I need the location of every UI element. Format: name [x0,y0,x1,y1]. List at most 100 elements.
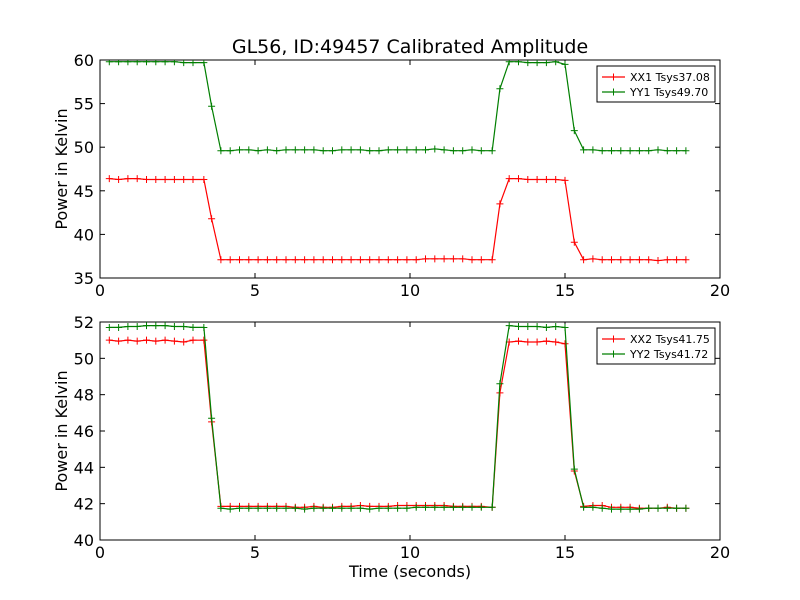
data-point [496,200,504,208]
data-point [663,256,671,264]
data-point [412,503,420,511]
data-point [236,256,243,264]
data-point [422,146,429,154]
data-point [143,336,150,344]
data-point [403,504,411,512]
data-point [533,175,541,183]
y-tick-label: 50 [74,349,94,368]
legend-label: XX1 Tsys37.08 [630,71,710,84]
data-point [105,336,113,344]
y-tick-label: 48 [74,386,94,405]
data-point [115,175,123,183]
data-point [133,175,141,183]
data-point [152,337,160,345]
data-point [468,256,476,264]
data-point [589,503,597,511]
data-point [152,322,160,330]
data-point [598,504,606,512]
data-point [189,175,197,183]
data-point [422,255,429,263]
x-tick-label: 15 [555,281,575,300]
data-point [375,147,383,155]
data-point [626,505,634,513]
data-point [245,504,253,512]
data-point [496,380,504,388]
y-tick-label: 55 [74,95,94,114]
data-point [338,146,346,154]
data-point [180,60,188,67]
data-point [245,146,253,154]
data-point [626,147,634,155]
data-point [505,60,513,66]
series-yy [105,60,690,155]
data-point [291,256,299,264]
data-point [217,147,225,155]
data-point [291,146,299,154]
data-point [496,85,504,93]
data-point [488,256,496,264]
data-point [533,338,541,346]
data-point [180,323,188,331]
data-point [561,323,569,331]
data-point [394,146,402,154]
data-point [598,147,606,155]
data-point [273,147,281,155]
data-point [440,146,448,154]
y-tick-label: 50 [74,138,94,157]
data-point [338,504,346,512]
data-point [301,256,309,264]
data-point [124,336,132,344]
data-point [682,256,690,264]
data-point [189,60,197,67]
data-point [319,147,327,155]
data-point [180,175,188,183]
y-tick-label: 45 [74,182,94,201]
bottom-panel: 0 5 10 15 20 40 42 44 46 48 50 52 Power in Kelvin Tim… [52,313,730,581]
data-point [449,147,457,155]
data-point [375,504,383,512]
legend-marker [610,73,617,81]
data-point [124,175,132,183]
data-point [200,60,208,67]
data-point [115,337,123,345]
data-point [152,175,160,183]
data-point [133,60,141,66]
legend-marker [610,350,617,358]
data-point [673,256,681,264]
data-point [635,505,643,513]
data-point [143,60,150,66]
data-point [161,322,169,330]
data-point [143,322,150,330]
data-point [580,503,588,511]
data-point [459,147,467,155]
data-point [589,255,597,263]
data-point [143,175,150,183]
data-point [152,60,160,66]
data-point [208,102,216,110]
legend-label: XX2 Tsys41.75 [630,333,710,346]
data-point [431,145,439,153]
data-point [366,505,374,513]
data-point [488,503,496,511]
x-tick-label: 15 [555,543,575,562]
data-point [533,323,541,331]
y-axis-label: Power in Kelvin [52,108,71,229]
data-point [115,60,123,66]
legend-box [596,65,716,103]
data-point [161,60,169,66]
data-point [310,256,318,264]
x-tick-label: 10 [400,281,420,300]
data-point [635,147,643,155]
data-point [654,146,662,154]
data-point [310,146,318,154]
data-point [561,340,569,348]
data-point [608,147,615,155]
data-point [403,256,411,264]
data-point [617,256,625,264]
legend-label: YY2 Tsys41.72 [629,348,708,361]
data-point [515,337,522,345]
data-point [366,256,374,264]
legend-box [596,327,716,365]
data-point [180,338,188,346]
data-point [552,60,560,66]
